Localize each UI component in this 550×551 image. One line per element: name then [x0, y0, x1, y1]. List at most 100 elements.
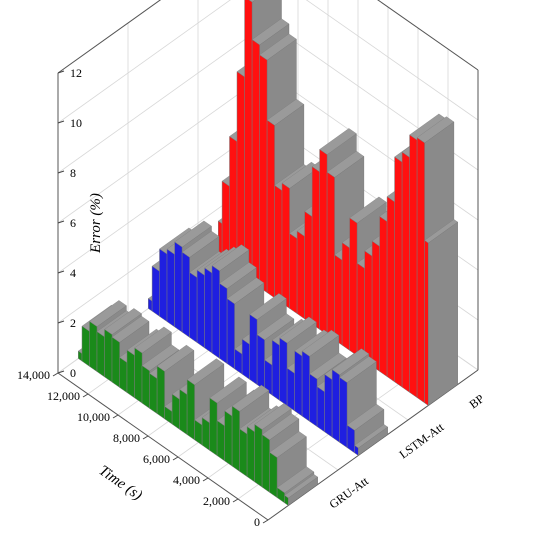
z-tick-mark — [57, 220, 65, 224]
bar — [401, 151, 410, 393]
x-tick-mark — [262, 519, 269, 524]
x-tick-mark — [82, 393, 89, 398]
bar — [204, 267, 213, 354]
x-tick-label: 14,000 — [17, 368, 50, 382]
z-tick-label: 4 — [70, 266, 76, 280]
bar — [301, 350, 310, 422]
bar — [284, 494, 289, 506]
bar — [81, 325, 90, 367]
bar — [231, 405, 240, 472]
bar — [319, 148, 328, 336]
bar — [156, 365, 165, 420]
bar — [201, 417, 210, 451]
bar — [126, 349, 135, 399]
x-axis-title: Time (s) — [96, 463, 145, 504]
bar — [394, 156, 403, 388]
x-tick-mark — [112, 414, 119, 419]
bar — [409, 134, 418, 399]
bar-top — [248, 0, 256, 3]
series-label: LSTM-Att — [397, 420, 447, 462]
bar — [311, 166, 320, 330]
bar — [111, 336, 120, 388]
bar — [134, 347, 143, 404]
z-tick-mark — [57, 270, 65, 274]
bar — [216, 420, 225, 462]
bar — [296, 230, 305, 320]
x-tick-label: 12,000 — [47, 389, 80, 403]
bar — [354, 444, 359, 456]
z-tick-label: 0 — [70, 366, 76, 380]
bar — [159, 248, 168, 323]
bar — [286, 367, 295, 412]
bar — [289, 232, 298, 315]
bar — [279, 337, 288, 407]
bar — [371, 240, 380, 372]
bar — [379, 215, 388, 378]
bar — [416, 137, 425, 404]
bar — [304, 210, 313, 325]
bar — [224, 410, 233, 467]
bar — [269, 451, 278, 499]
x-tick-label: 10,000 — [77, 410, 110, 424]
bar — [341, 242, 350, 351]
z-axis-title: Error (%) — [88, 193, 104, 254]
bar — [151, 265, 160, 317]
bar — [309, 373, 318, 428]
bar — [96, 331, 105, 378]
bar — [179, 388, 188, 436]
bar — [219, 282, 228, 365]
bar — [364, 250, 373, 367]
bar — [149, 372, 158, 415]
x-tick-mark — [232, 498, 239, 503]
bar — [209, 397, 218, 457]
bar — [271, 339, 280, 401]
series-gru-att — [78, 300, 318, 506]
z-tick-label: 8 — [70, 166, 76, 180]
z-tick-mark — [57, 70, 65, 74]
bar — [254, 423, 263, 488]
x-tick-mark — [52, 372, 59, 377]
series-lstm-att — [148, 220, 388, 456]
series-label: GRU-Att — [327, 473, 372, 511]
bar — [324, 373, 333, 438]
bar — [386, 196, 395, 383]
z-tick-mark — [57, 370, 65, 374]
bar — [346, 424, 355, 454]
x-tick-label: 8,000 — [113, 431, 140, 445]
z-tick-mark — [57, 120, 65, 124]
bar — [349, 217, 358, 357]
bar — [239, 428, 248, 478]
bar — [356, 262, 365, 362]
bar — [266, 119, 275, 299]
bar — [186, 379, 195, 441]
bar — [251, 39, 260, 288]
frame-edge — [377, 0, 479, 71]
bar — [196, 269, 205, 349]
bar — [246, 426, 255, 483]
frame-edge — [57, 0, 162, 74]
x-tick-mark — [202, 477, 209, 482]
z-tick-label: 2 — [70, 316, 76, 330]
bar — [171, 393, 180, 430]
bar — [424, 239, 429, 406]
x-tick-label: 2,000 — [203, 494, 230, 508]
x-tick-mark — [172, 456, 179, 461]
bar — [256, 334, 265, 391]
bar-side — [428, 221, 458, 406]
series-label: BP — [467, 391, 487, 411]
bar — [89, 320, 98, 373]
bar — [119, 356, 128, 394]
bar — [104, 328, 113, 383]
frame-edge — [57, 372, 269, 521]
x-tick-label: 0 — [254, 515, 260, 529]
z-tick-label: 10 — [70, 116, 82, 130]
bar — [294, 350, 303, 417]
bar — [331, 369, 340, 443]
z-tick-mark — [57, 170, 65, 174]
bars-layer — [78, 0, 458, 506]
bar — [326, 171, 335, 341]
z-tick-mark — [57, 320, 65, 324]
bar — [241, 338, 250, 380]
